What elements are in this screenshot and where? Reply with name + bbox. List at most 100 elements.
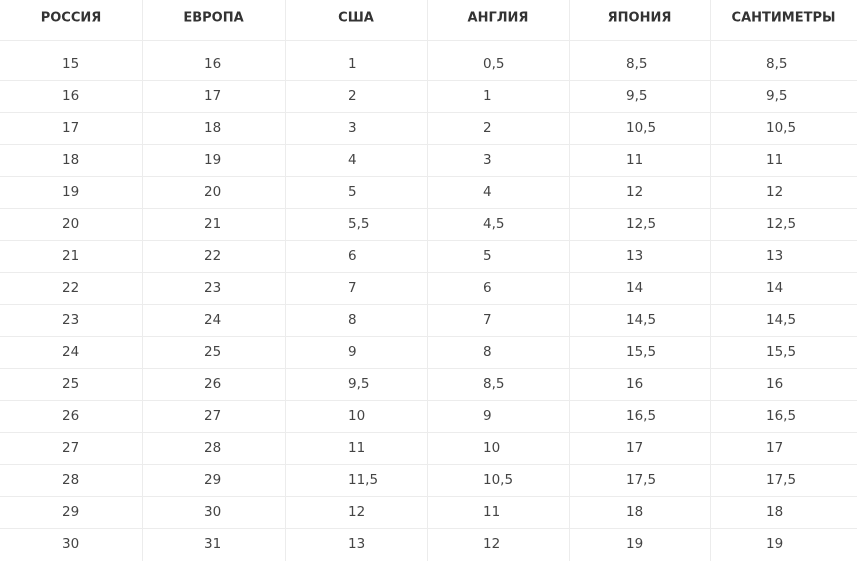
table-cell: 31	[204, 536, 221, 552]
table-cell: 12	[483, 536, 500, 552]
table-cell: 15,5	[626, 344, 656, 360]
table-cell: 9	[483, 408, 492, 424]
table-cell: 28	[204, 440, 221, 456]
table-cell: 14,5	[626, 312, 656, 328]
table-cell: 4	[483, 184, 492, 200]
table-cell: 19	[62, 184, 79, 200]
table-cell: 14,5	[766, 312, 796, 328]
table-cell: 18	[204, 120, 221, 136]
table-cell: 17	[62, 120, 79, 136]
table-cell: 8,5	[766, 56, 787, 72]
table-cell: 7	[483, 312, 492, 328]
table-cell: 26	[62, 408, 79, 424]
table-cell: 4,5	[483, 216, 504, 232]
table-cell: 10	[483, 440, 500, 456]
table-cell: 19	[766, 536, 783, 552]
table-cell: 27	[62, 440, 79, 456]
table-cell: 15,5	[766, 344, 796, 360]
table-cell: 29	[204, 472, 221, 488]
table-cell: 12	[766, 184, 783, 200]
table-cell: 30	[204, 504, 221, 520]
table-cell: 15	[62, 56, 79, 72]
table-cell: 17	[204, 88, 221, 104]
table-cell: 17,5	[766, 472, 796, 488]
table-cell: 20	[204, 184, 221, 200]
table-cell: 10,5	[483, 472, 513, 488]
table-cell: 0,5	[483, 56, 504, 72]
table-cell: 3	[483, 152, 492, 168]
table-cell: 8,5	[483, 376, 504, 392]
table-cell: 11	[626, 152, 643, 168]
column-header: ЕВРОПА	[183, 11, 243, 26]
table-cell: 17	[626, 440, 643, 456]
table-cell: 9,5	[626, 88, 647, 104]
table-cell: 28	[62, 472, 79, 488]
table-cell: 8	[483, 344, 492, 360]
table-cell: 16	[626, 376, 643, 392]
table-cell: 5	[348, 184, 357, 200]
table-cell: 16	[62, 88, 79, 104]
table-cell: 8,5	[626, 56, 647, 72]
table-cell: 7	[348, 280, 357, 296]
column-header: АНГЛИЯ	[468, 11, 529, 26]
table-cell: 23	[204, 280, 221, 296]
table-cell: 21	[204, 216, 221, 232]
table-cell: 12	[626, 184, 643, 200]
table-cell: 26	[204, 376, 221, 392]
table-cell: 18	[62, 152, 79, 168]
column-header: САНТИМЕТРЫ	[732, 11, 836, 26]
table-cell: 27	[204, 408, 221, 424]
table-cell: 13	[348, 536, 365, 552]
table-cell: 2	[483, 120, 492, 136]
table-cell: 25	[204, 344, 221, 360]
table-cell: 17,5	[626, 472, 656, 488]
table-cell: 18	[626, 504, 643, 520]
table-cell: 12,5	[766, 216, 796, 232]
table-cell: 11	[483, 504, 500, 520]
table-cell: 18	[766, 504, 783, 520]
table-cell: 13	[626, 248, 643, 264]
table-cell: 4	[348, 152, 357, 168]
table-cell: 23	[62, 312, 79, 328]
table-cell: 14	[766, 280, 783, 296]
table-cell: 11,5	[348, 472, 378, 488]
table-cell: 22	[62, 280, 79, 296]
table-cell: 9,5	[766, 88, 787, 104]
column-header: ЯПОНИЯ	[608, 11, 672, 26]
table-cell: 12	[348, 504, 365, 520]
table-cell: 11	[348, 440, 365, 456]
table-cell: 20	[62, 216, 79, 232]
table-cell: 16	[766, 376, 783, 392]
table-cell: 17	[766, 440, 783, 456]
table-cell: 30	[62, 536, 79, 552]
table-cell: 25	[62, 376, 79, 392]
table-cell: 2	[348, 88, 357, 104]
table-cell: 19	[626, 536, 643, 552]
table-cell: 13	[766, 248, 783, 264]
table-cell: 5,5	[348, 216, 369, 232]
table-cell: 22	[204, 248, 221, 264]
table-cell: 3	[348, 120, 357, 136]
table-cell: 1	[483, 88, 492, 104]
table-cell: 10	[348, 408, 365, 424]
table-cell: 5	[483, 248, 492, 264]
table-cell: 16,5	[766, 408, 796, 424]
table-cell: 16,5	[626, 408, 656, 424]
table-cell: 11	[766, 152, 783, 168]
table-cell: 9	[348, 344, 357, 360]
table-cell: 24	[204, 312, 221, 328]
table-cell: 19	[204, 152, 221, 168]
table-cell: 10,5	[626, 120, 656, 136]
table-cell: 6	[348, 248, 357, 264]
table-cell: 10,5	[766, 120, 796, 136]
table-cell: 14	[626, 280, 643, 296]
table-cell: 9,5	[348, 376, 369, 392]
table-cell: 24	[62, 344, 79, 360]
table-cell: 6	[483, 280, 492, 296]
table-cell: 16	[204, 56, 221, 72]
table-cell: 8	[348, 312, 357, 328]
table-cell: 29	[62, 504, 79, 520]
column-header: США	[338, 11, 374, 26]
